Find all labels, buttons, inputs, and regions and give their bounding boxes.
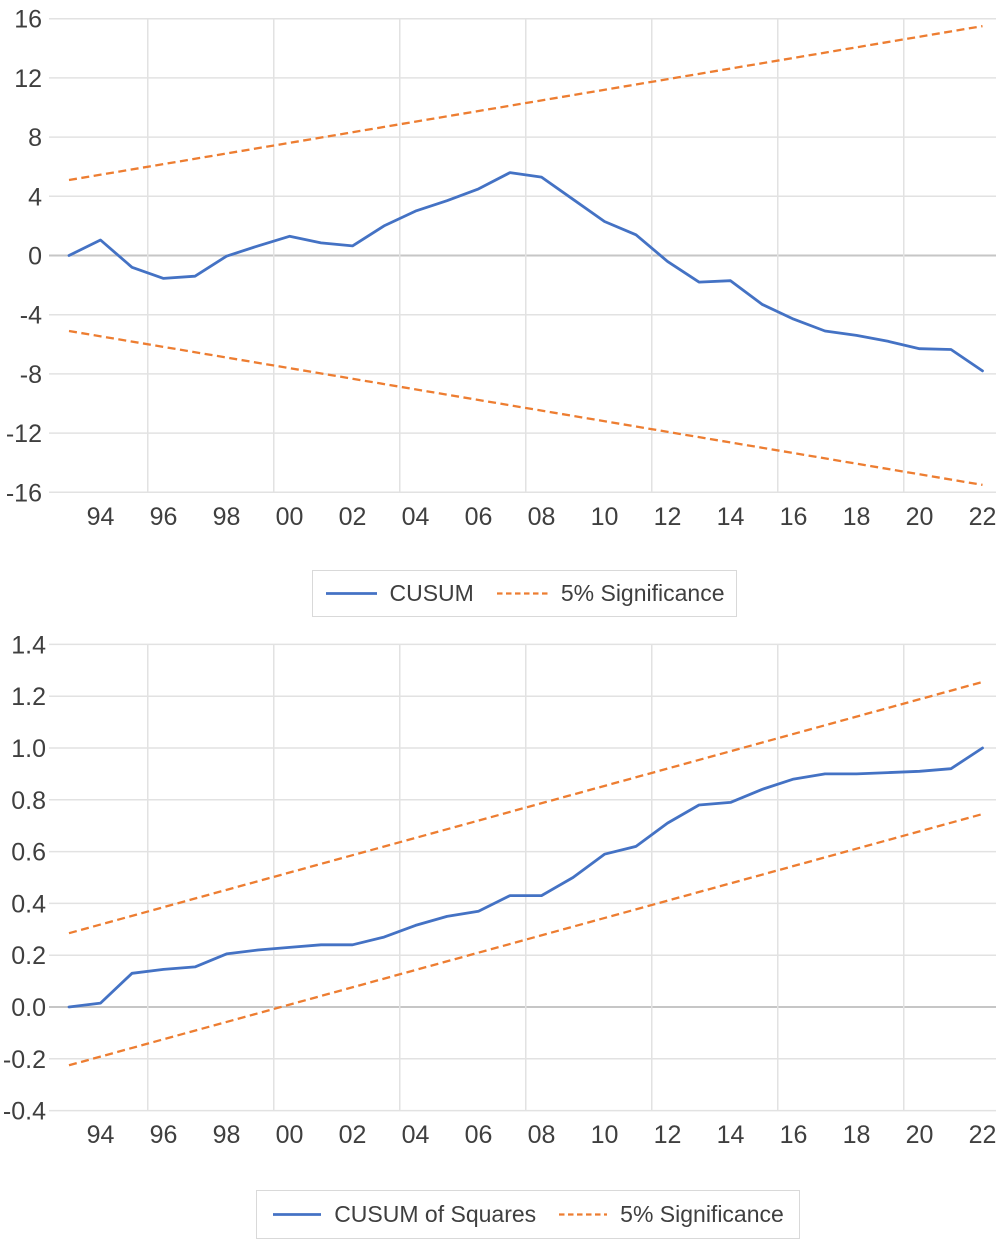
y-tick-label: -8 [20,361,42,389]
y-tick-label: -4 [20,302,42,330]
x-tick-label: 08 [528,503,556,531]
x-tick-label: 04 [402,1121,430,1149]
x-tick-label: 00 [276,503,304,531]
x-tick-label: 18 [843,503,871,531]
legend-label-cusum-of-squares: CUSUM of Squares [334,1201,537,1227]
y-tick-label: -0.4 [3,1098,46,1126]
5-significance-lower-line [68,812,983,1067]
x-tick-label: 02 [339,1121,367,1149]
cusum-of-squares-line-sample-icon [272,1211,322,1218]
y-tick-label: 1.0 [11,735,46,763]
x-tick-label: 20 [906,1121,934,1149]
legend-label-significance: 5% Significance [560,580,725,606]
cusum-line-sample-icon [325,590,378,597]
x-tick-label: 14 [717,503,745,531]
x-tick-label: 10 [591,503,619,531]
y-tick-label: 0.2 [11,942,46,970]
5-significance-lower-line [68,329,983,487]
y-tick-label: -16 [6,479,42,507]
x-tick-label: 96 [150,503,178,531]
x-tick-label: 16 [780,503,808,531]
x-tick-label: 06 [465,503,493,531]
y-tick-label: 1.2 [11,683,46,711]
x-tick-label: 14 [717,1121,745,1149]
x-tick-label: 12 [654,503,682,531]
legend-label-significance: 5% Significance [620,1201,784,1227]
x-tick-label: 08 [528,1121,556,1149]
x-tick-label: 98 [213,1121,241,1149]
x-tick-label: 12 [654,1121,682,1149]
5-significance-upper-line [68,24,983,182]
x-tick-label: 96 [150,1121,178,1149]
y-tick-label: -0.2 [3,1046,46,1074]
y-tick-label: 0 [28,243,42,271]
x-tick-label: 98 [213,503,241,531]
y-tick-label: 1.4 [11,631,46,659]
cusum-chart-legend: CUSUM 5% Significance [312,570,737,617]
x-tick-label: 94 [87,1121,115,1149]
y-tick-label: 16 [14,6,42,34]
significance-dashed-line-sample-icon [496,590,549,597]
cusum-line [67,171,984,373]
y-tick-label: 0.6 [11,839,46,867]
x-tick-label: 18 [843,1121,871,1149]
y-tick-label: 0.8 [11,787,46,815]
x-tick-label: 16 [780,1121,808,1149]
x-tick-label: 00 [276,1121,304,1149]
y-tick-label: 0.0 [11,994,46,1022]
y-tick-label: -12 [6,420,42,448]
y-tick-label: 12 [14,65,42,93]
5-significance-upper-line [68,680,983,935]
cusum-of-squares-chart-legend: CUSUM of Squares 5% Significance [256,1190,800,1239]
y-tick-label: 0.4 [11,890,46,918]
y-tick-label: 8 [28,124,42,152]
x-tick-label: 20 [906,503,934,531]
x-tick-label: 94 [87,503,115,531]
significance-dashed-line-sample-icon [558,1211,608,1218]
legend-label-cusum: CUSUM [389,580,474,606]
x-tick-label: 10 [591,1121,619,1149]
y-tick-label: 4 [28,183,42,211]
x-tick-label: 04 [402,503,430,531]
cusum-of-squares-line [67,746,984,1009]
x-tick-label: 22 [969,1121,997,1149]
x-tick-label: 02 [339,503,367,531]
x-tick-label: 22 [969,503,997,531]
x-tick-label: 06 [465,1121,493,1149]
